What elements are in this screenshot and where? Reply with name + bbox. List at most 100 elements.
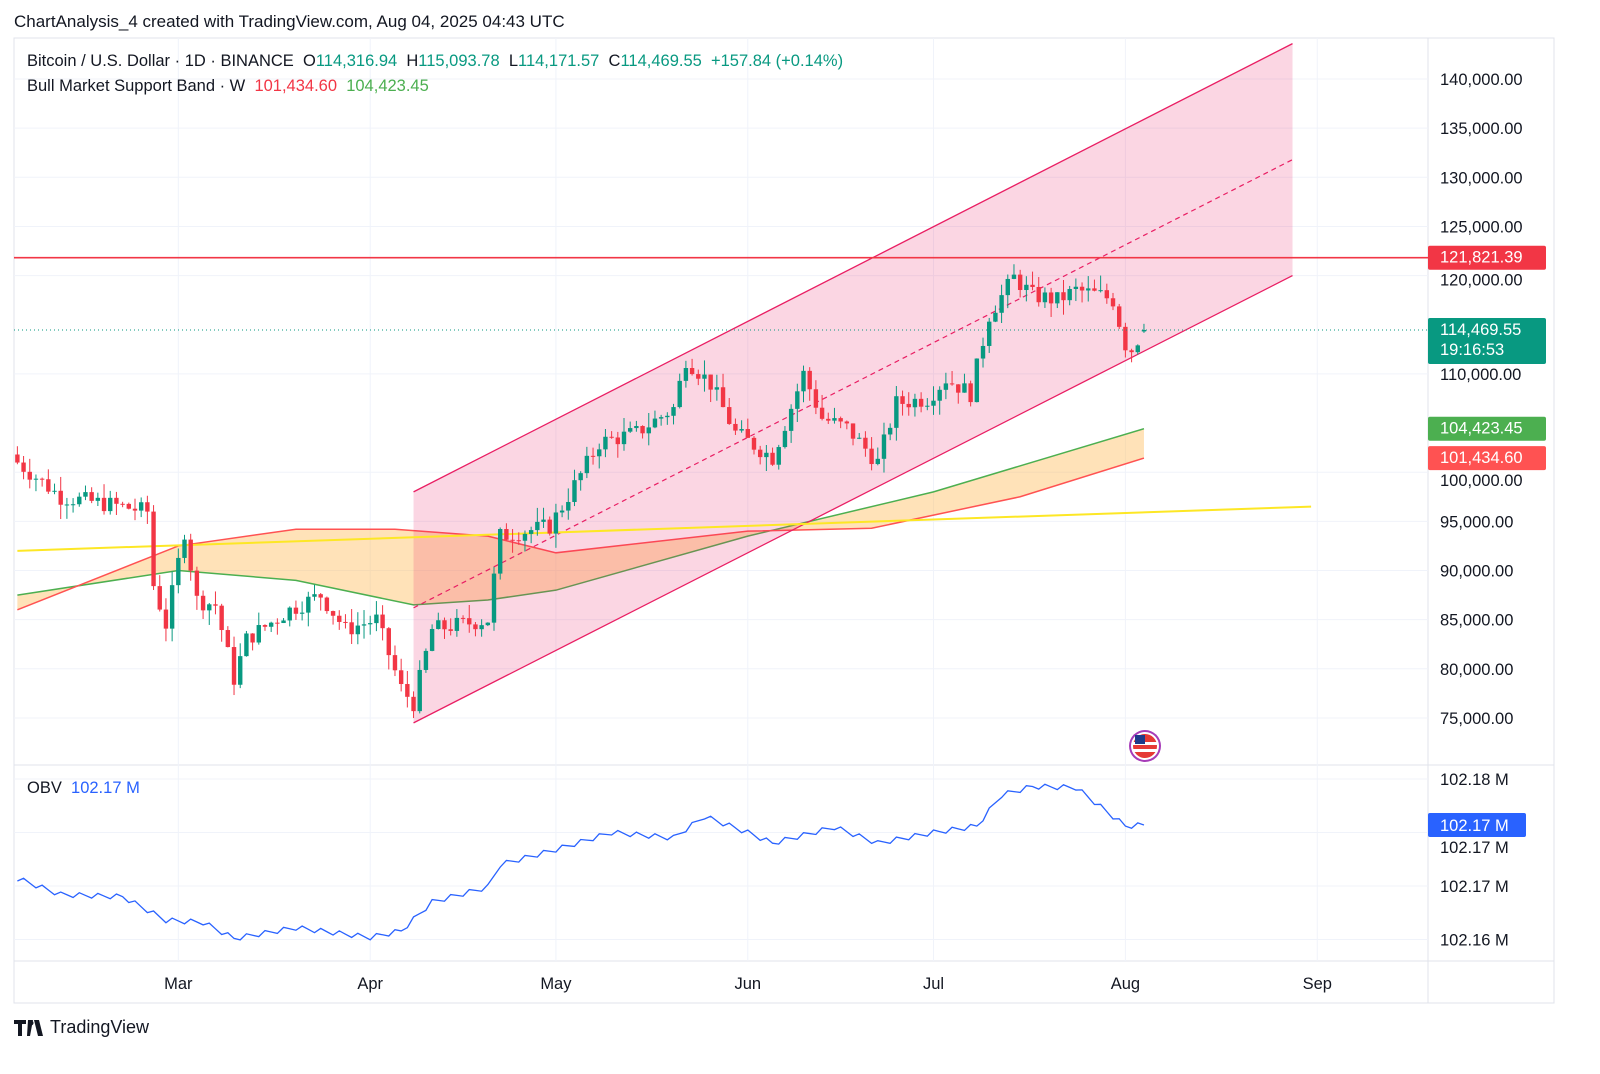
resistance-tag: 121,821.39 [1440,249,1523,267]
symbol-name[interactable]: Bitcoin / U.S. Dollar · 1D · BINANCE [27,52,294,70]
candle-body [504,529,509,540]
candle-body [1129,350,1134,353]
candle-body [337,615,342,622]
candle-body [380,614,385,629]
candle-body [819,407,825,419]
candle-body [857,437,862,439]
candle-body [745,429,750,438]
indicator-name[interactable]: Bull Market Support Band · W [27,77,246,95]
candle-body [479,625,484,630]
candle-body [485,622,491,626]
candle-body [398,670,404,685]
candle-body [429,628,435,651]
candle-body [1055,292,1060,304]
candle-body [21,462,26,472]
resistance-line[interactable] [14,256,1428,331]
candle-body [770,452,775,465]
candle-body [225,630,231,648]
candle-body [702,374,707,379]
price-axis-label: 135,000.00 [1440,120,1523,138]
candle-body [349,622,354,635]
band-low-tag-bg [1428,446,1546,471]
candle-body [720,387,726,408]
time-axis-label: May [540,975,572,993]
candle-body [621,431,627,445]
obv-axis-label: 102.18 M [1440,771,1509,789]
candle-body [918,398,924,407]
candle-body [39,478,45,480]
candle-body [578,473,583,481]
close-label: C [608,52,621,70]
candle-body [553,512,559,534]
candle-body [83,492,88,497]
candle-body [640,426,645,434]
candle-body [1110,298,1116,307]
candle-body [683,367,689,381]
tradingview-logo[interactable]: TradingView [14,1017,149,1038]
candle-body [77,496,82,505]
candle-body [374,614,379,624]
open-value: 114,316.94 [315,52,398,70]
candle-body [138,502,144,511]
candle-body [318,594,323,598]
candle-body [460,617,466,619]
candle-body [887,427,893,435]
candle-body [1011,274,1017,279]
countdown-label: 19:16:53 [1440,341,1504,359]
parallel-channel[interactable] [413,43,1293,724]
candle-body [33,478,39,480]
bull-market-support-band [17,427,1145,611]
candle-body [1030,284,1035,287]
candle-body [925,405,930,407]
candle-body [875,458,880,465]
candle-body [423,650,429,670]
candle-body [894,396,899,428]
candle-body [708,374,713,390]
obv-tag: 102.17 M [1440,817,1509,835]
candle-body [968,383,973,403]
candle-body [163,609,169,629]
candle-body [405,684,410,697]
candle-body [324,597,330,612]
obv-line [17,783,1145,941]
candle-body [900,396,905,404]
candle-body [448,629,453,631]
candle-body [368,623,373,625]
candle-body [510,539,515,541]
candle-body [89,492,94,501]
candle-body [268,622,274,627]
axes: 140,000.00 135,000.00 130,000.00 125,000.00… [164,71,1546,993]
candle-body [70,504,76,506]
candle-body [1079,286,1085,291]
candle-body [188,539,193,571]
candle-body [491,573,497,623]
candle-body [1117,306,1122,327]
candle-body [844,421,850,424]
candle-body [1135,345,1140,353]
obv-legend: OBV 102.17 M [27,779,140,798]
candle-body [597,449,602,457]
candle-body [832,418,837,421]
candle-body [58,490,63,505]
candle-body [213,604,218,606]
candle-body [980,345,986,359]
tradingview-logo-icon [14,1019,43,1036]
price-axis-label: 80,000.00 [1440,661,1513,679]
open-label: O [302,52,316,70]
candle-body [1104,290,1110,299]
obv-name[interactable]: OBV [27,779,62,797]
price-axis-label: 120,000.00 [1440,272,1523,290]
candle-body [151,511,156,587]
trend-line-yellow[interactable] [17,505,1312,552]
price-axis-label: 100,000.00 [1440,472,1523,490]
candle-body [603,436,608,450]
candle-body [801,370,806,392]
symbol-legend: Bitcoin / U.S. Dollar · 1D · BINANCE O11… [27,52,843,71]
flag-icon[interactable] [1129,730,1161,762]
candle-body [52,490,57,492]
candle-body [572,480,577,502]
candle-body [1092,288,1097,291]
candle-body [615,437,621,445]
candle-body [132,508,138,511]
